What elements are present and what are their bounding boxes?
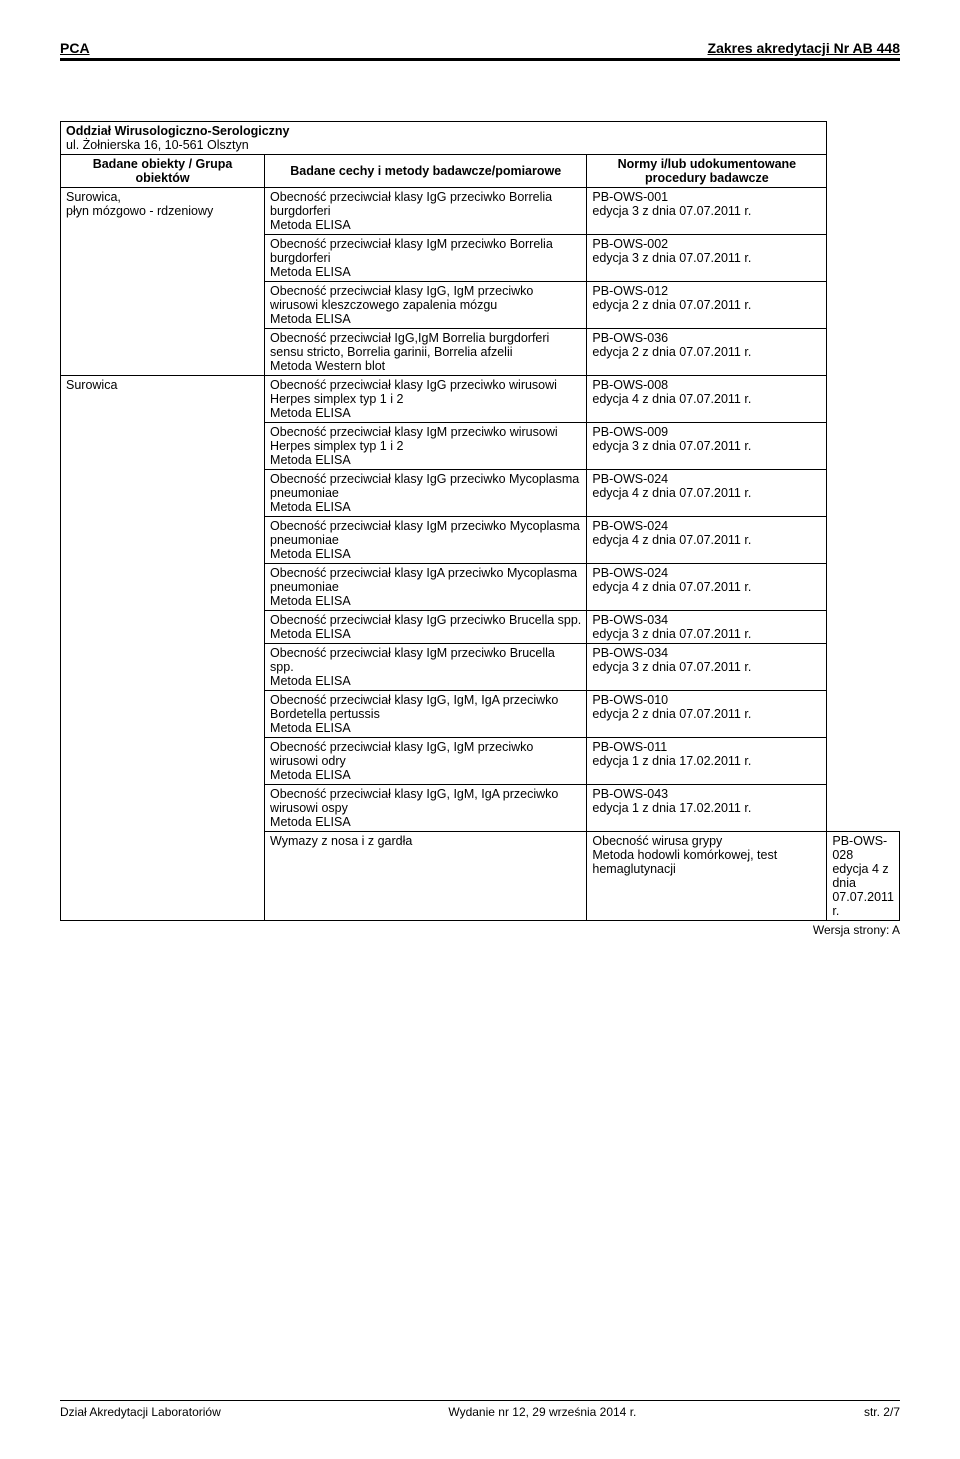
method-cell: Obecność przeciwciał klasy IgM przeciwko…	[265, 235, 587, 282]
department-name: Oddział Wirusologiczno-Serologiczny	[66, 124, 821, 138]
method-cell: Obecność przeciwciał IgG,IgM Borrelia bu…	[265, 329, 587, 376]
norm-cell: PB-OWS-028 edycja 4 z dnia 07.07.2011 r.	[827, 832, 900, 921]
version-label: Wersja strony: A	[60, 923, 900, 937]
norm-cell: PB-OWS-009 edycja 3 z dnia 07.07.2011 r.	[587, 423, 827, 470]
table-row: SurowicaObecność przeciwciał klasy IgG p…	[61, 376, 900, 423]
norm-cell: PB-OWS-001 edycja 3 z dnia 07.07.2011 r.	[587, 188, 827, 235]
object-cell: Wymazy z nosa i z gardła	[265, 832, 587, 921]
method-cell: Obecność przeciwciał klasy IgG przeciwko…	[265, 470, 587, 517]
norm-cell: PB-OWS-011 edycja 1 z dnia 17.02.2011 r.	[587, 738, 827, 785]
norm-cell: PB-OWS-034 edycja 3 z dnia 07.07.2011 r.	[587, 644, 827, 691]
method-cell: Obecność przeciwciał klasy IgG przeciwko…	[265, 188, 587, 235]
norm-cell: PB-OWS-002 edycja 3 z dnia 07.07.2011 r.	[587, 235, 827, 282]
method-cell: Obecność przeciwciał klasy IgG, IgM prze…	[265, 282, 587, 329]
page-header: PCA Zakres akredytacji Nr AB 448	[60, 40, 900, 61]
norm-cell: PB-OWS-034 edycja 3 z dnia 07.07.2011 r.	[587, 611, 827, 644]
page-footer: Dział Akredytacji Laboratoriów Wydanie n…	[60, 1400, 900, 1419]
norm-cell: PB-OWS-036 edycja 2 z dnia 07.07.2011 r.	[587, 329, 827, 376]
footer-left: Dział Akredytacji Laboratoriów	[60, 1405, 221, 1419]
method-cell: Obecność przeciwciał klasy IgM przeciwko…	[265, 644, 587, 691]
object-cell: Surowica, płyn mózgowo - rdzeniowy	[61, 188, 265, 376]
method-cell: Obecność przeciwciał klasy IgG przeciwko…	[265, 376, 587, 423]
column-header-norms: Normy i/lub udokumentowane procedury bad…	[587, 155, 827, 188]
department-cell: Oddział Wirusologiczno-Serologicznyul. Ż…	[61, 122, 827, 155]
method-cell: Obecność przeciwciał klasy IgM przeciwko…	[265, 517, 587, 564]
norm-cell: PB-OWS-010 edycja 2 z dnia 07.07.2011 r.	[587, 691, 827, 738]
footer-right: str. 2/7	[864, 1405, 900, 1419]
method-cell: Obecność przeciwciał klasy IgG, IgM, IgA…	[265, 785, 587, 832]
department-address: ul. Żołnierska 16, 10-561 Olsztyn	[66, 138, 821, 152]
norm-cell: PB-OWS-012 edycja 2 z dnia 07.07.2011 r.	[587, 282, 827, 329]
norm-cell: PB-OWS-024 edycja 4 z dnia 07.07.2011 r.	[587, 470, 827, 517]
norm-cell: PB-OWS-043 edycja 1 z dnia 17.02.2011 r.	[587, 785, 827, 832]
header-right: Zakres akredytacji Nr AB 448	[708, 40, 900, 56]
norm-cell: PB-OWS-024 edycja 4 z dnia 07.07.2011 r.	[587, 564, 827, 611]
method-cell: Obecność przeciwciał klasy IgM przeciwko…	[265, 423, 587, 470]
content: Oddział Wirusologiczno-Serologicznyul. Ż…	[60, 121, 900, 1360]
table-row: Surowica, płyn mózgowo - rdzeniowyObecno…	[61, 188, 900, 235]
footer-center: Wydanie nr 12, 29 września 2014 r.	[448, 1405, 636, 1419]
method-cell: Obecność przeciwciał klasy IgG, IgM, IgA…	[265, 691, 587, 738]
accreditation-table: Oddział Wirusologiczno-Serologicznyul. Ż…	[60, 121, 900, 921]
method-cell: Obecność przeciwciał klasy IgG, IgM prze…	[265, 738, 587, 785]
method-cell: Obecność przeciwciał klasy IgA przeciwko…	[265, 564, 587, 611]
method-cell: Obecność wirusa grypy Metoda hodowli kom…	[587, 832, 827, 921]
header-left: PCA	[60, 40, 90, 56]
column-header-methods: Badane cechy i metody badawcze/pomiarowe	[265, 155, 587, 188]
method-cell: Obecność przeciwciał klasy IgG przeciwko…	[265, 611, 587, 644]
norm-cell: PB-OWS-024 edycja 4 z dnia 07.07.2011 r.	[587, 517, 827, 564]
object-cell: Surowica	[61, 376, 265, 921]
norm-cell: PB-OWS-008 edycja 4 z dnia 07.07.2011 r.	[587, 376, 827, 423]
column-header-objects: Badane obiekty / Grupa obiektów	[61, 155, 265, 188]
